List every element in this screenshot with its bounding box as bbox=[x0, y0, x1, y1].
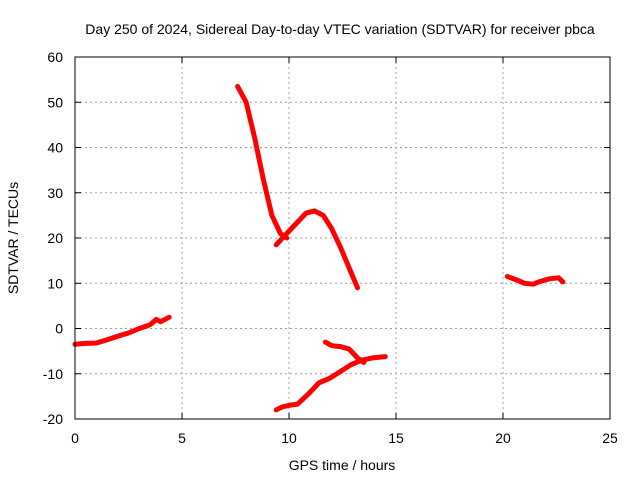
series-line-arc-2 bbox=[235, 83, 290, 241]
chart-title: Day 250 of 2024, Sidereal Day-to-day VTE… bbox=[85, 21, 595, 37]
y-axis-label: SDTVAR / TECUs bbox=[5, 182, 21, 294]
y-tick-label: 0 bbox=[55, 321, 63, 337]
series-group bbox=[72, 83, 566, 413]
series-line-arc-4 bbox=[273, 354, 388, 413]
y-tick-label: 60 bbox=[47, 49, 63, 65]
y-tick-label: 20 bbox=[47, 230, 63, 246]
x-tick-label: 0 bbox=[71, 430, 79, 446]
x-tick-label: 20 bbox=[495, 430, 511, 446]
y-tick-label: 50 bbox=[47, 94, 63, 110]
y-tick-label: 30 bbox=[47, 185, 63, 201]
series-line-arc-1 bbox=[72, 314, 172, 347]
x-tick-label: 15 bbox=[388, 430, 404, 446]
y-tick-label: -20 bbox=[43, 411, 63, 427]
y-tick-label: -10 bbox=[43, 366, 63, 382]
series-line-arc-3 bbox=[273, 208, 360, 291]
y-tick-labels: -20 -10 0 10 20 30 40 50 60 bbox=[43, 49, 63, 427]
x-axis-label: GPS time / hours bbox=[289, 457, 396, 473]
series-line-arc-5 bbox=[322, 339, 367, 365]
grid-lines bbox=[75, 57, 610, 419]
x-tick-label: 5 bbox=[178, 430, 186, 446]
x-tick-label: 10 bbox=[281, 430, 297, 446]
axes bbox=[74, 56, 611, 420]
x-tick-label: 25 bbox=[602, 430, 618, 446]
x-tick-labels: 0 5 10 15 20 25 bbox=[71, 430, 618, 446]
y-tick-label: 10 bbox=[47, 275, 63, 291]
y-tick-label: 40 bbox=[47, 140, 63, 156]
series-line-arc-6 bbox=[504, 274, 566, 287]
